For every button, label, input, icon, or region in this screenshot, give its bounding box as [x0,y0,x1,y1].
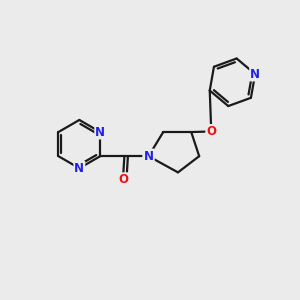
Text: O: O [206,125,216,138]
Text: N: N [143,150,154,163]
Text: N: N [95,125,105,139]
Text: N: N [143,150,154,163]
Text: N: N [74,162,84,175]
Text: N: N [250,68,260,80]
Text: O: O [118,173,128,186]
